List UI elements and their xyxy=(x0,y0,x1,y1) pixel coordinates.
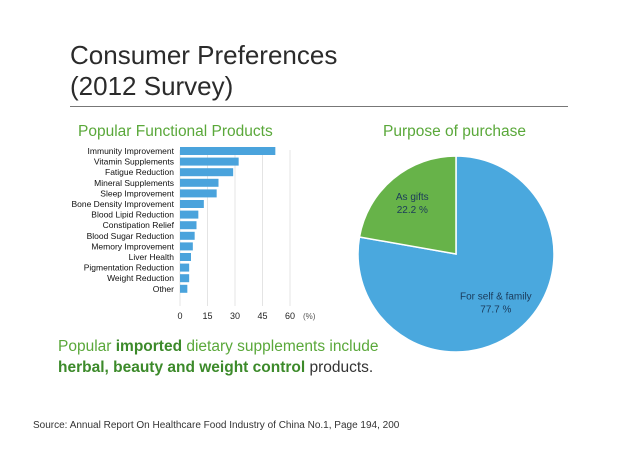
category-label-liver-health: Liver Health xyxy=(129,252,175,262)
bar-liver-health xyxy=(180,253,191,261)
bar-fatigue-reduction xyxy=(180,168,234,177)
x-tick-label: 45 xyxy=(257,311,267,321)
x-tick-label: 15 xyxy=(202,311,212,321)
category-label-sleep-improvement: Sleep Improvement xyxy=(100,188,174,198)
x-tick-label: 0 xyxy=(177,311,182,321)
note-text-2: dietary supplements include xyxy=(182,338,379,355)
bar-immunity-improvement xyxy=(180,147,276,155)
imported-supplements-note: Popular imported dietary supplements inc… xyxy=(58,336,379,378)
bar-mineral-supplements xyxy=(180,178,219,187)
category-label-fatigue-reduction: Fatigue Reduction xyxy=(105,167,174,177)
purchase-purpose-pie-chart: For self & family 77.7 % As gifts 22.2 % xyxy=(357,155,555,353)
source-citation: Source: Annual Report On Healthcare Food… xyxy=(33,420,400,431)
category-label-mineral-supplements: Mineral Supplements xyxy=(94,178,174,188)
category-label-constipation-relief: Constipation Relief xyxy=(103,220,175,230)
slice-value-as-gifts: 22.2 % xyxy=(397,205,428,216)
note-bold-imported: imported xyxy=(115,338,183,355)
bar-pigmentation-reduction xyxy=(180,263,190,272)
category-label-weight-reduction: Weight Reduction xyxy=(107,273,174,283)
title-line-1: Consumer Preferences xyxy=(70,40,338,70)
category-label-blood-sugar-reduction: Blood Sugar Reduction xyxy=(87,231,175,241)
bar-other xyxy=(180,284,188,293)
note-bold-products: herbal, beauty and weight control xyxy=(58,359,306,376)
bar-blood-sugar-reduction xyxy=(180,231,195,240)
pie-chart-title: Purpose of purchase xyxy=(383,123,527,140)
bar-blood-lipid-reduction xyxy=(180,210,199,219)
note-text-1: Popular xyxy=(58,338,116,355)
note-text-3: products. xyxy=(305,359,374,376)
bar-weight-reduction xyxy=(180,274,190,283)
category-label-immunity-improvement: Immunity Improvement xyxy=(88,146,175,156)
slice-label-as-gifts: As gifts xyxy=(396,192,429,203)
x-axis-unit-label: (%) xyxy=(303,312,316,321)
title-divider xyxy=(70,106,568,107)
bar-vitamin-supplements xyxy=(180,157,239,166)
bar-memory-improvement xyxy=(180,242,193,251)
x-tick-label: 30 xyxy=(230,311,240,321)
bar-chart-title: Popular Functional Products xyxy=(78,123,273,140)
category-label-other: Other xyxy=(153,284,174,294)
slide-title: Consumer Preferences (2012 Survey) xyxy=(70,40,337,102)
bar-sleep-improvement xyxy=(180,189,217,198)
note-line-2: herbal, beauty and weight control produc… xyxy=(58,357,379,378)
title-line-2: (2012 Survey) xyxy=(70,71,234,101)
category-label-memory-improvement: Memory Improvement xyxy=(91,241,174,251)
slice-value-for-self-family: 77.7 % xyxy=(480,304,511,315)
category-label-vitamin-supplements: Vitamin Supplements xyxy=(94,157,174,167)
bar-constipation-relief xyxy=(180,221,197,230)
category-label-pigmentation-reduction: Pigmentation Reduction xyxy=(84,263,175,273)
x-tick-label: 60 xyxy=(285,311,295,321)
category-label-blood-lipid-reduction: Blood Lipid Reduction xyxy=(91,210,174,220)
slice-label-for-self-family: For self & family xyxy=(460,291,532,302)
bar-bone-density-improvement xyxy=(180,200,204,208)
note-line-1: Popular imported dietary supplements inc… xyxy=(58,336,379,357)
functional-products-bar-chart: 0 15 30 45 60 (%) Immunity ImprovementVitamin … xyxy=(71,146,316,321)
pie-slice-as-gifts xyxy=(358,155,457,255)
category-label-bone-density-improvement: Bone Density Improvement xyxy=(71,199,174,209)
